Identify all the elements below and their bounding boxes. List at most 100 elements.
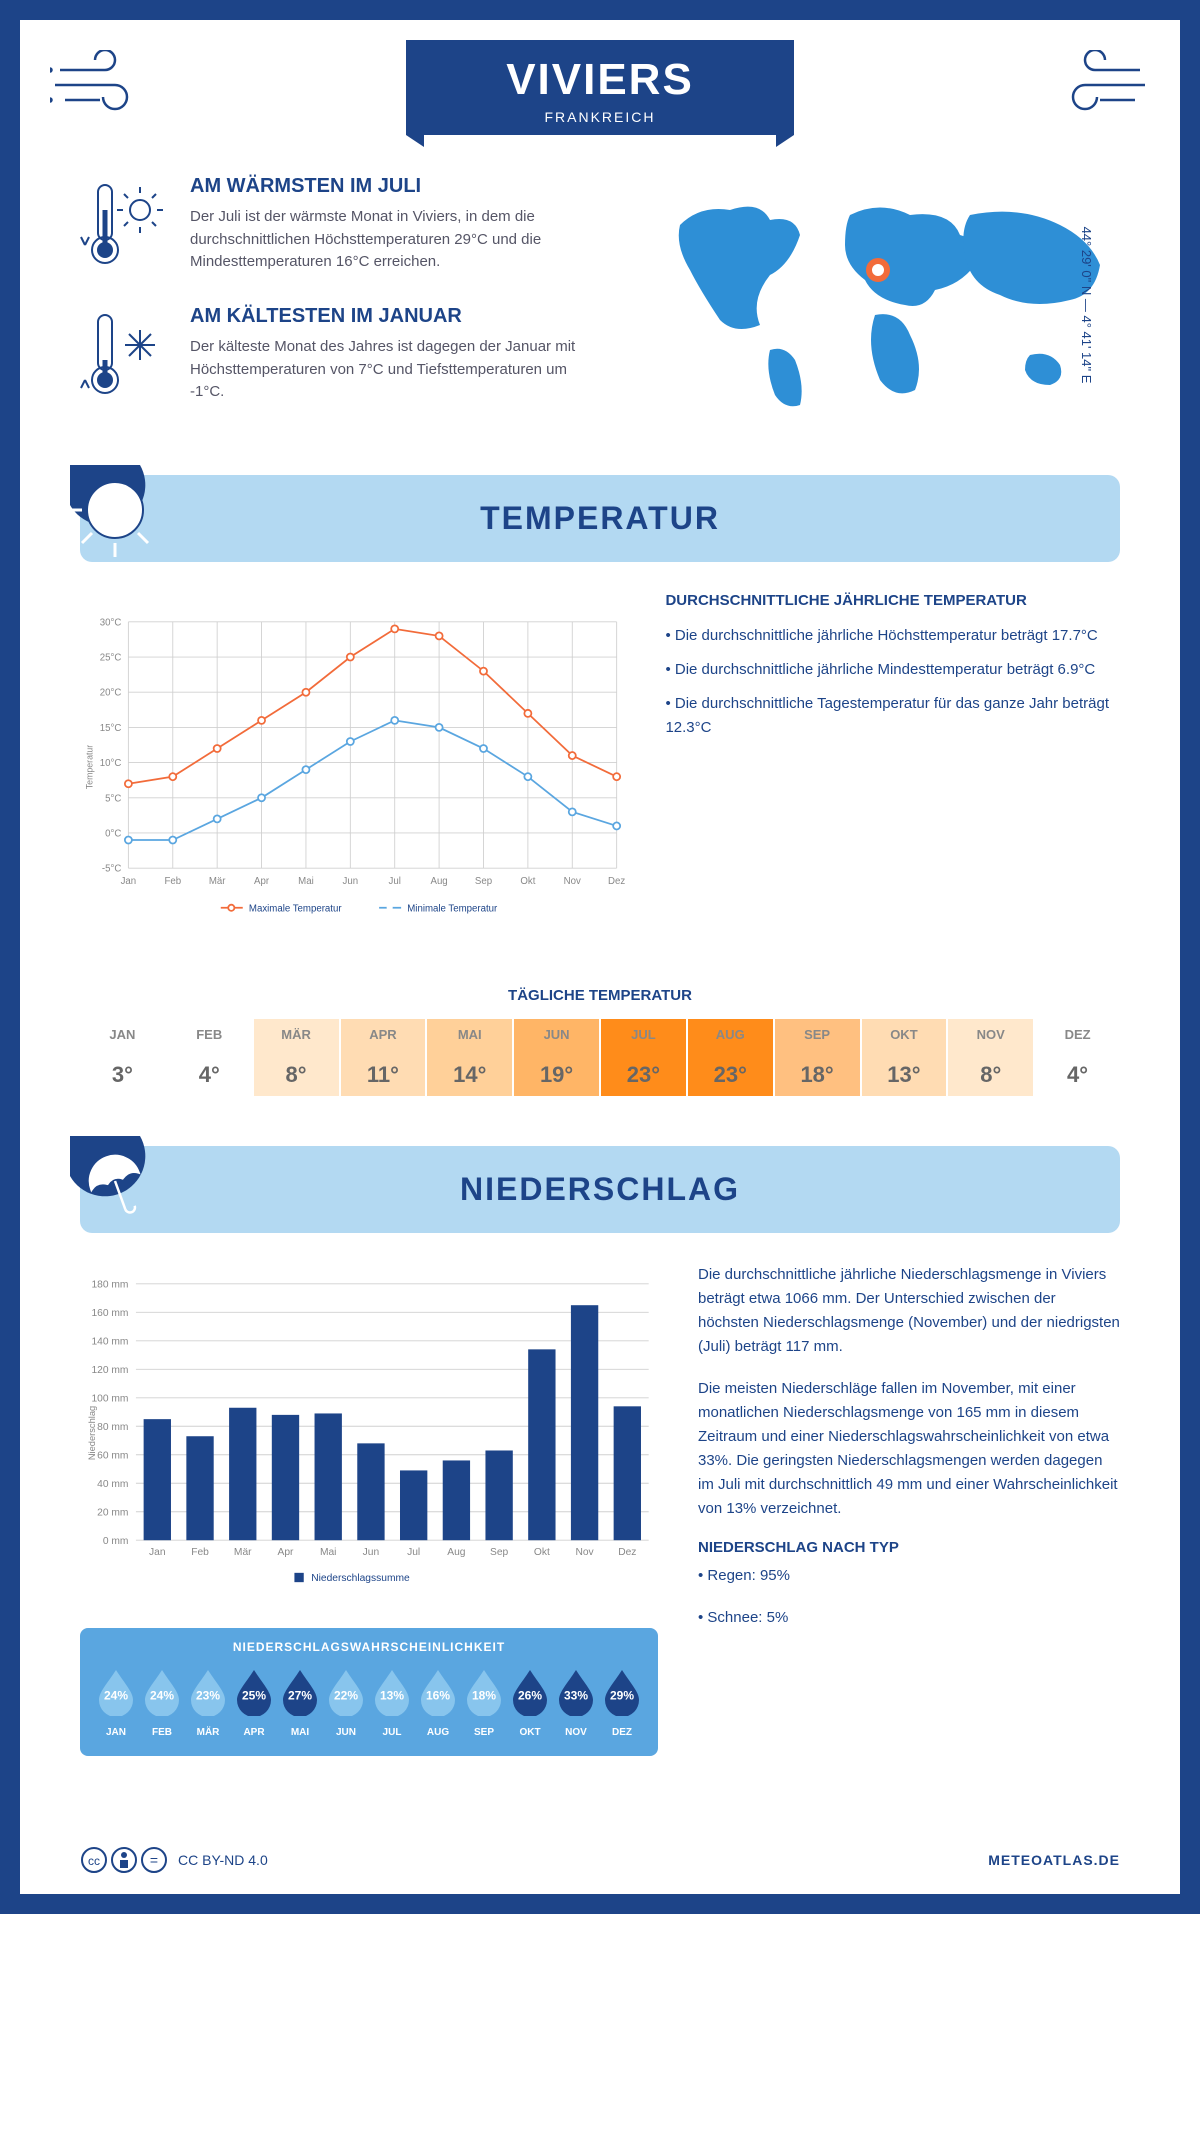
- bytype-title: NIEDERSCHLAG NACH TYP: [698, 1539, 1120, 1556]
- svg-text:0°C: 0°C: [105, 829, 121, 840]
- sun-icon: [70, 465, 180, 575]
- svg-text:Jul: Jul: [407, 1547, 420, 1558]
- temperature-line-chart: -5°C0°C5°C10°C15°C20°C25°C30°CJanFebMärA…: [80, 592, 625, 947]
- title-banner: VIVIERS FRANKREICH: [406, 40, 794, 135]
- footer: cc = CC BY-ND 4.0 METEOATLAS.DE: [20, 1826, 1180, 1894]
- prob-drop: 13%JUL: [371, 1666, 413, 1738]
- svg-text:180 mm: 180 mm: [91, 1280, 128, 1291]
- prob-drop: 16%AUG: [417, 1666, 459, 1738]
- coldest-block: AM KÄLTESTEN IM JANUAR Der kälteste Mona…: [80, 305, 580, 405]
- page-frame: VIVIERS FRANKREICH AM WÄRMSTEN IM JULI D…: [0, 0, 1200, 1914]
- license-text: CC BY-ND 4.0: [178, 1852, 268, 1868]
- prob-drop: 26%OKT: [509, 1666, 551, 1738]
- svg-text:20 mm: 20 mm: [97, 1507, 128, 1518]
- header: VIVIERS FRANKREICH: [20, 20, 1180, 145]
- svg-text:Jan: Jan: [121, 876, 137, 887]
- daily-temp-cell: FEB4°: [167, 1019, 252, 1096]
- svg-text:Apr: Apr: [278, 1547, 295, 1558]
- daily-temp-cell: AUG23°: [688, 1019, 773, 1096]
- prob-drop: 33%NOV: [555, 1666, 597, 1738]
- summary-row: AM WÄRMSTEN IM JULI Der Juli ist der wär…: [80, 175, 1120, 435]
- daily-temp-cell: MÄR8°: [254, 1019, 339, 1096]
- svg-text:60 mm: 60 mm: [97, 1450, 128, 1461]
- site-name: METEOATLAS.DE: [988, 1852, 1120, 1868]
- daily-temp-cell: NOV8°: [948, 1019, 1033, 1096]
- daily-temp-cell: JAN3°: [80, 1019, 165, 1096]
- svg-text:Feb: Feb: [191, 1547, 209, 1558]
- prob-drop: 25%APR: [233, 1666, 275, 1738]
- svg-text:Dez: Dez: [618, 1547, 636, 1558]
- cc-icon: cc =: [80, 1846, 170, 1874]
- precipitation-bar-chart: 0 mm 20 mm 40 mm 60 mm 80 mm 100 mm 120 mm 140 …: [80, 1263, 658, 1608]
- country-subtitle: FRANKREICH: [506, 109, 694, 125]
- daily-temp-title: TÄGLICHE TEMPERATUR: [80, 987, 1120, 1004]
- svg-text:Mär: Mär: [234, 1547, 252, 1558]
- bytype-item: • Schnee: 5%: [698, 1606, 1120, 1630]
- fact: • Die durchschnittliche jährliche Mindes…: [665, 658, 1120, 682]
- svg-text:40 mm: 40 mm: [97, 1479, 128, 1490]
- svg-text:30°C: 30°C: [100, 617, 122, 628]
- thermometer-hot-icon: [80, 175, 170, 275]
- daily-temp-cell: MAI14°: [427, 1019, 512, 1096]
- svg-text:0 mm: 0 mm: [103, 1536, 129, 1547]
- coordinates: 44° 29' 0" N — 4° 41' 14" E: [1079, 227, 1094, 384]
- svg-text:-5°C: -5°C: [102, 864, 121, 875]
- svg-text:160 mm: 160 mm: [91, 1308, 128, 1319]
- wind-icon: [50, 50, 150, 125]
- svg-text:Nov: Nov: [564, 876, 581, 887]
- svg-text:Jan: Jan: [149, 1547, 166, 1558]
- world-map: 44° 29' 0" N — 4° 41' 14" E: [620, 175, 1120, 435]
- prob-drop: 29%DEZ: [601, 1666, 643, 1738]
- svg-text:100 mm: 100 mm: [91, 1394, 128, 1405]
- svg-text:25°C: 25°C: [100, 653, 122, 664]
- svg-text:Okt: Okt: [520, 876, 535, 887]
- prob-drop: 24%JAN: [95, 1666, 137, 1738]
- svg-text:cc: cc: [88, 1854, 100, 1868]
- svg-text:120 mm: 120 mm: [91, 1365, 128, 1376]
- svg-text:Maximale Temperatur: Maximale Temperatur: [249, 903, 342, 914]
- facts-title: DURCHSCHNITTLICHE JÄHRLICHE TEMPERATUR: [665, 592, 1120, 609]
- svg-text:Niederschlag: Niederschlag: [87, 1406, 97, 1460]
- svg-text:Minimale Temperatur: Minimale Temperatur: [407, 903, 498, 914]
- coldest-text: Der kälteste Monat des Jahres ist dagege…: [190, 336, 580, 404]
- svg-text:=: =: [150, 1852, 158, 1868]
- prob-drop: 27%MAI: [279, 1666, 321, 1738]
- prec-para: Die durchschnittliche jährliche Niedersc…: [698, 1263, 1120, 1359]
- svg-text:Jun: Jun: [363, 1547, 380, 1558]
- svg-text:Mär: Mär: [209, 876, 226, 887]
- svg-text:Jul: Jul: [389, 876, 401, 887]
- thermometer-cold-icon: [80, 305, 170, 405]
- daily-temp-cell: JUN19°: [514, 1019, 599, 1096]
- warmest-block: AM WÄRMSTEN IM JULI Der Juli ist der wär…: [80, 175, 580, 275]
- license-block: cc = CC BY-ND 4.0: [80, 1846, 268, 1874]
- svg-text:Nov: Nov: [575, 1547, 594, 1558]
- svg-text:15°C: 15°C: [100, 723, 122, 734]
- svg-text:Mai: Mai: [320, 1547, 337, 1558]
- daily-temp-cell: APR11°: [341, 1019, 426, 1096]
- warmest-title: AM WÄRMSTEN IM JULI: [190, 175, 580, 198]
- svg-text:80 mm: 80 mm: [97, 1422, 128, 1433]
- prob-drop: 24%FEB: [141, 1666, 183, 1738]
- daily-temp-cell: JUL23°: [601, 1019, 686, 1096]
- svg-text:140 mm: 140 mm: [91, 1337, 128, 1348]
- coldest-title: AM KÄLTESTEN IM JANUAR: [190, 305, 580, 328]
- daily-temp-cell: OKT13°: [862, 1019, 947, 1096]
- precipitation-text: Die durchschnittliche jährliche Niedersc…: [698, 1263, 1120, 1756]
- svg-text:Aug: Aug: [431, 876, 448, 887]
- prec-para: Die meisten Niederschläge fallen im Nove…: [698, 1377, 1120, 1521]
- daily-temp-cell: DEZ4°: [1035, 1019, 1120, 1096]
- fact: • Die durchschnittliche jährliche Höchst…: [665, 624, 1120, 648]
- precipitation-title: NIEDERSCHLAG: [105, 1171, 1095, 1208]
- svg-text:Sep: Sep: [475, 876, 492, 887]
- svg-text:Temperatur: Temperatur: [84, 745, 94, 789]
- svg-text:Jun: Jun: [343, 876, 359, 887]
- svg-text:Aug: Aug: [447, 1547, 466, 1558]
- precipitation-probability-box: NIEDERSCHLAGSWAHRSCHEINLICHKEIT 24%JAN24…: [80, 1628, 658, 1756]
- svg-text:5°C: 5°C: [105, 793, 121, 804]
- prob-drop: 18%SEP: [463, 1666, 505, 1738]
- precipitation-section-header: NIEDERSCHLAG: [80, 1146, 1120, 1233]
- svg-text:Apr: Apr: [254, 876, 270, 887]
- temperature-section-header: TEMPERATUR: [80, 475, 1120, 562]
- svg-text:Okt: Okt: [534, 1547, 550, 1558]
- svg-text:Niederschlagssumme: Niederschlagssumme: [311, 1573, 410, 1584]
